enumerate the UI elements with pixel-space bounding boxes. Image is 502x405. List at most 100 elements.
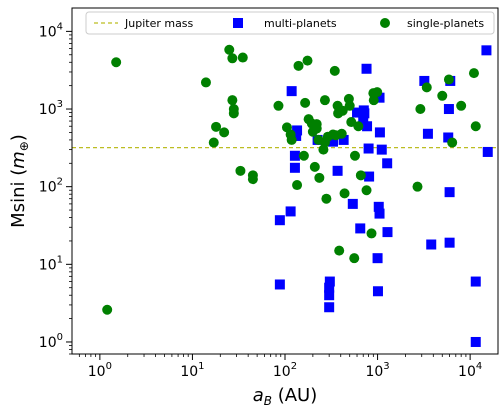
multi-planet-point xyxy=(426,239,437,250)
multi-planet-point xyxy=(382,227,393,238)
multi-planet-point xyxy=(372,253,383,264)
single-planet-point xyxy=(334,245,345,256)
single-planet-point xyxy=(273,100,284,111)
x-tick-label: 100 xyxy=(88,361,112,380)
x-axis-label: aB (AU) xyxy=(253,385,318,405)
multi-planet-point xyxy=(285,206,296,217)
multi-planet-point xyxy=(374,127,385,138)
single-planet-point xyxy=(298,150,309,161)
multi-planet-point xyxy=(481,45,492,56)
legend-jupiter-label: Jupiter mass xyxy=(124,17,194,30)
single-planet-point xyxy=(337,105,348,116)
single-planet-point xyxy=(314,172,325,183)
multi-planet-point xyxy=(324,282,335,293)
y-tick-label: 103 xyxy=(39,99,63,118)
multi-planet-point xyxy=(324,290,335,301)
single-planet-point xyxy=(311,123,322,134)
single-planet-point xyxy=(468,68,479,79)
points-layer xyxy=(102,44,493,347)
legend-multi-marker xyxy=(233,18,243,28)
multi-planet-point xyxy=(274,279,285,290)
legend-box xyxy=(85,11,495,35)
multi-planet-point xyxy=(443,132,454,143)
multi-planet-point xyxy=(422,128,433,139)
single-planet-point xyxy=(336,128,347,139)
single-planet-point xyxy=(456,100,467,111)
single-planet-point xyxy=(309,161,320,172)
multi-planet-point xyxy=(443,104,454,115)
series-multi-planets xyxy=(274,45,493,347)
single-planet-point xyxy=(235,165,246,176)
series-single-planets xyxy=(102,44,481,315)
single-planet-point xyxy=(302,55,313,66)
y-axis-label: Msini (m⊕) xyxy=(8,134,31,228)
single-planet-point xyxy=(224,44,235,55)
multi-planet-point xyxy=(352,107,363,118)
single-planet-point xyxy=(447,137,458,148)
single-planet-point xyxy=(102,304,113,315)
single-planet-point xyxy=(237,52,248,63)
major-ticks xyxy=(66,30,471,360)
single-planet-point xyxy=(443,74,454,85)
single-planet-point xyxy=(437,90,448,101)
single-planet-point xyxy=(421,82,432,93)
single-planet-point xyxy=(292,180,303,191)
multi-planet-point xyxy=(376,144,387,155)
plot-frame xyxy=(71,7,499,355)
single-planet-point xyxy=(353,121,364,132)
legend: Jupiter mass multi-planets single-planet… xyxy=(85,11,495,35)
single-planet-point xyxy=(368,95,379,106)
x-tick-label: 104 xyxy=(458,361,482,380)
single-planet-point xyxy=(372,87,383,98)
x-tick-label: 102 xyxy=(273,361,297,380)
multi-planet-point xyxy=(444,237,455,248)
x-tick-label: 101 xyxy=(180,361,204,380)
y-tick-label: 104 xyxy=(39,21,63,40)
single-planet-point xyxy=(470,121,481,132)
multi-planet-point xyxy=(289,150,300,161)
multi-planet-point xyxy=(482,146,493,157)
single-planet-point xyxy=(355,170,366,181)
single-planet-point xyxy=(227,95,238,106)
multi-planet-point xyxy=(324,276,335,287)
multi-planet-point xyxy=(355,223,366,234)
single-planet-point xyxy=(321,193,332,204)
single-planet-point xyxy=(286,134,297,145)
multi-planet-point xyxy=(289,162,300,173)
single-planet-point xyxy=(412,181,423,192)
multi-planet-point xyxy=(382,158,393,169)
multi-planet-point xyxy=(359,108,370,119)
single-planet-point xyxy=(228,108,239,119)
multi-planet-point xyxy=(372,286,383,297)
multi-planet-point xyxy=(291,130,302,141)
y-tick-labels: 100 101 102 103 104 xyxy=(39,21,63,351)
multi-planet-point xyxy=(292,125,303,136)
plot-area xyxy=(72,8,498,354)
x-tick-label: 103 xyxy=(365,361,389,380)
multi-planet-point xyxy=(286,86,297,97)
multi-planet-point xyxy=(327,136,338,147)
legend-multi-label: multi-planets xyxy=(264,17,337,30)
single-planet-point xyxy=(300,97,311,108)
multi-planet-point xyxy=(373,201,384,212)
multi-planet-point xyxy=(374,92,385,103)
single-planet-point xyxy=(366,228,377,239)
multi-planet-point xyxy=(444,187,455,198)
single-planet-point xyxy=(227,53,238,64)
single-planet-point xyxy=(361,185,372,196)
y-tick-label: 101 xyxy=(39,254,63,273)
y-tick-label: 100 xyxy=(39,332,63,351)
single-planet-point xyxy=(111,57,122,68)
multi-planet-point xyxy=(338,134,349,145)
single-planet-point xyxy=(415,104,426,115)
single-planet-point xyxy=(329,65,340,76)
multi-planet-point xyxy=(361,63,372,74)
y-tick-label: 102 xyxy=(39,177,63,196)
single-planet-point xyxy=(349,150,360,161)
single-planet-point xyxy=(293,60,304,71)
single-planet-point xyxy=(349,253,360,264)
single-planet-point xyxy=(247,174,258,185)
multi-planet-point xyxy=(362,121,373,132)
legend-single-label: single-planets xyxy=(407,17,484,30)
